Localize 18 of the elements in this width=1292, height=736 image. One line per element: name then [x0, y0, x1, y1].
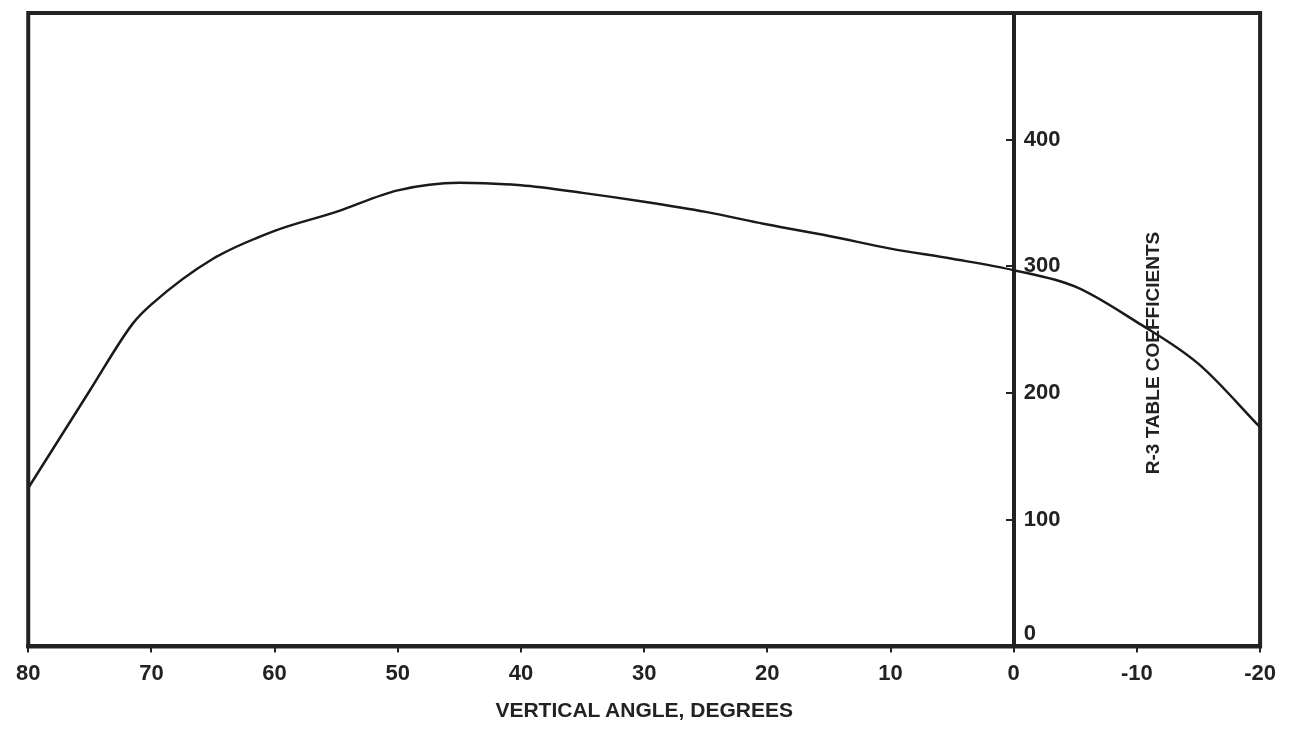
- x-tick-label: 10: [878, 659, 903, 685]
- x-tick-label: 70: [139, 659, 164, 685]
- x-tick-label: -10: [1121, 659, 1153, 685]
- x-tick-label: 80: [15, 659, 41, 685]
- x-tick-label: 60: [262, 659, 287, 685]
- y-tick-label: 400: [1023, 125, 1061, 151]
- y-tick-label: 300: [1023, 252, 1061, 278]
- y-axis-title: R-3 TABLE COEFFICIENTS: [1141, 231, 1163, 475]
- x-tick-label: 0: [1007, 659, 1020, 685]
- x-tick-label: -20: [1244, 659, 1276, 685]
- x-axis-title: VERTICAL ANGLE, DEGREES: [495, 698, 793, 722]
- x-tick-label: 50: [385, 659, 411, 685]
- x-tick-label: 20: [755, 659, 780, 685]
- x-tick-label: 40: [508, 659, 534, 685]
- x-tick-label: 30: [631, 659, 657, 685]
- y-tick-label: 100: [1023, 505, 1061, 531]
- y-tick-label: 200: [1023, 379, 1061, 405]
- y-tick-label: 0: [1023, 620, 1036, 646]
